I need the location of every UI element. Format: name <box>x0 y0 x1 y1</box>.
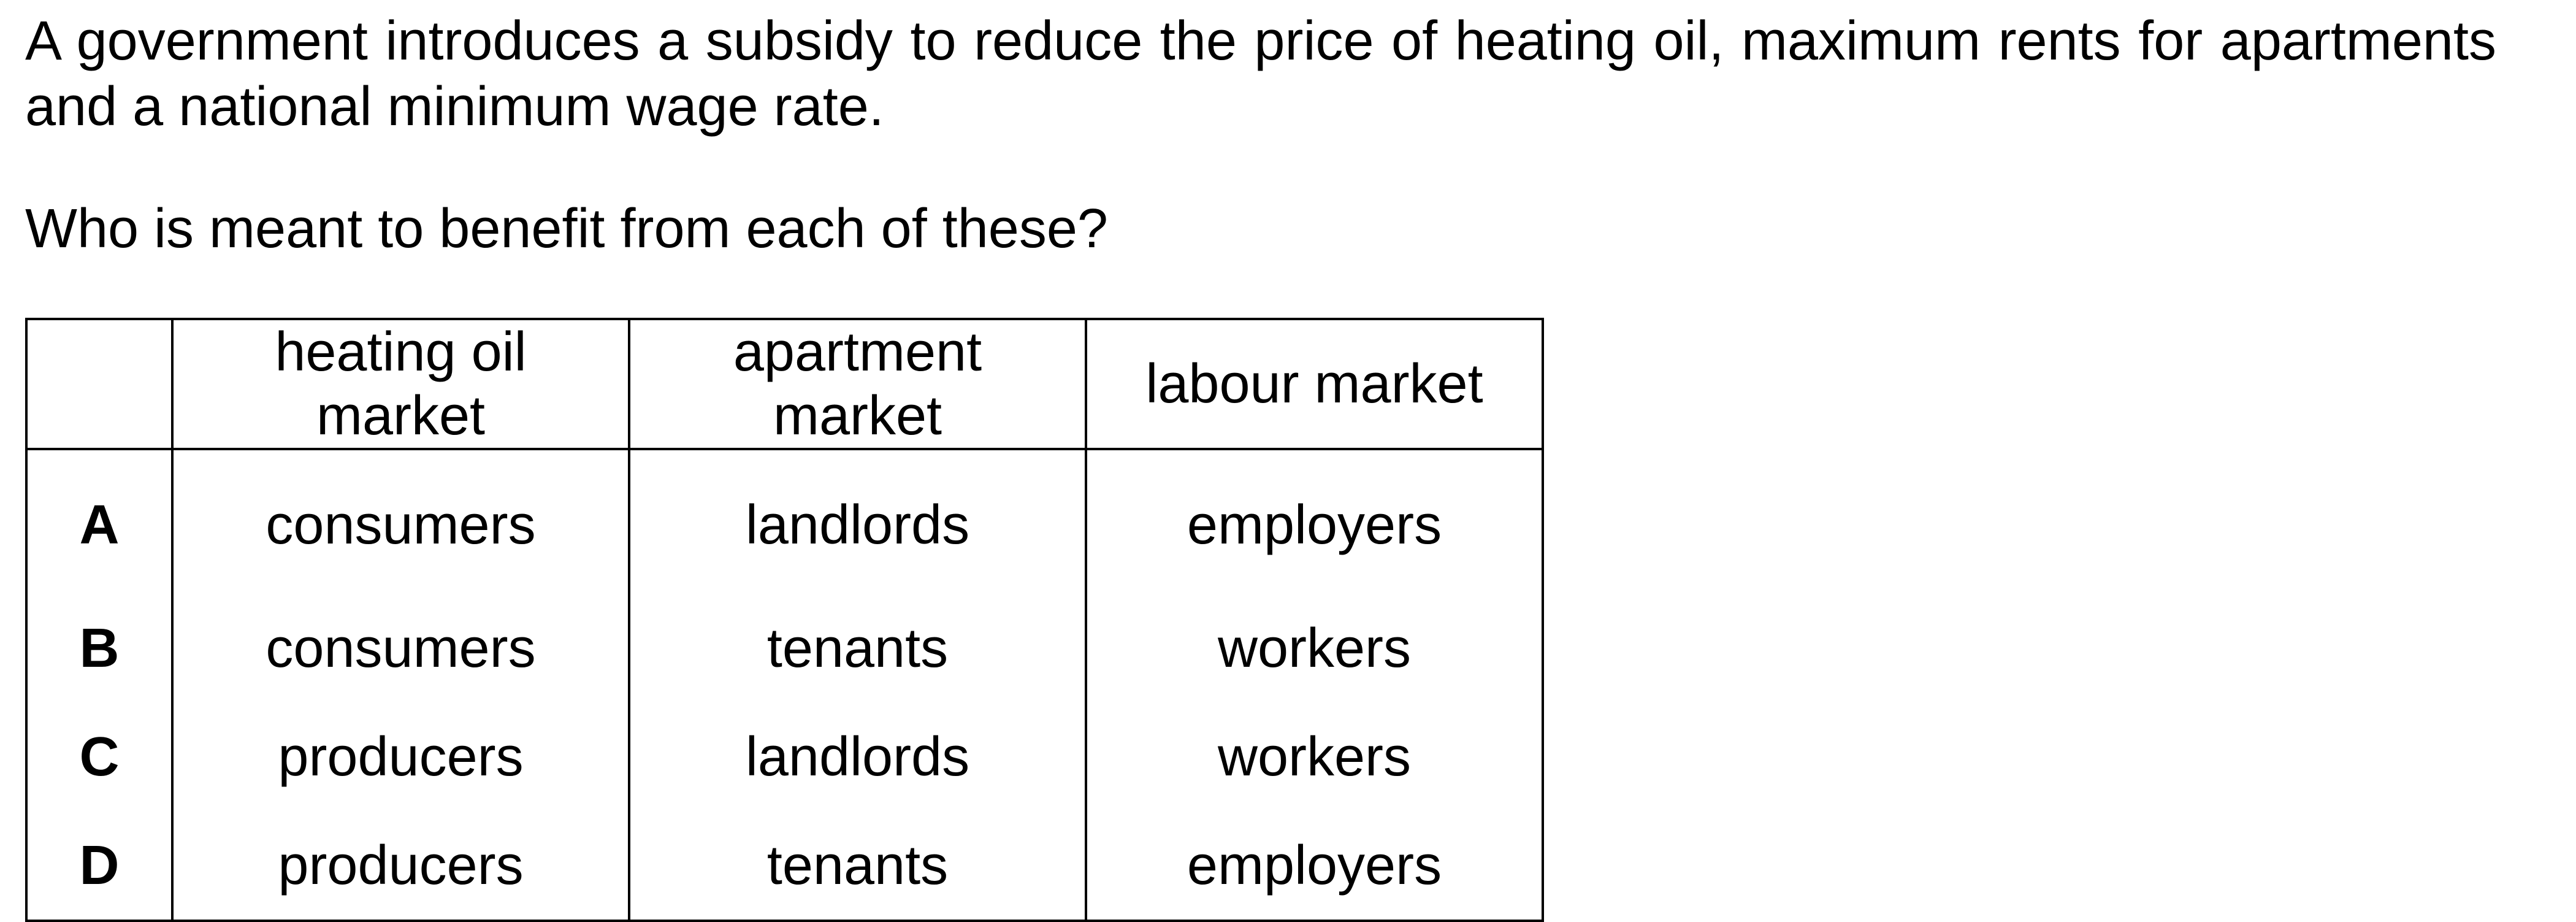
header-heating-oil-market: heating oil market <box>171 318 630 450</box>
table-row-option-d: D producers tenants employers <box>25 811 1544 922</box>
header-apartment-market: apartment market <box>628 318 1087 450</box>
option-letter: B <box>25 594 174 702</box>
option-letter: D <box>25 811 174 922</box>
labour-cell: employers <box>1085 811 1544 922</box>
labour-cell: workers <box>1085 594 1544 702</box>
heating-oil-cell: consumers <box>171 449 630 594</box>
labour-cell: workers <box>1085 702 1544 811</box>
heating-oil-cell: consumers <box>171 594 630 702</box>
apartment-cell: tenants <box>628 811 1087 922</box>
header-labour-market: labour market <box>1085 318 1544 450</box>
labour-cell: employers <box>1085 449 1544 594</box>
table-row-option-a: A consumers landlords employers <box>25 449 1544 594</box>
question-prompt: Who is meant to benefit from each of the… <box>25 198 1108 259</box>
question-stem: A government introduces a subsidy to red… <box>25 10 2496 137</box>
heating-oil-cell: producers <box>171 811 630 922</box>
option-letter: C <box>25 702 174 811</box>
table-row-option-c: C producers landlords workers <box>25 702 1544 811</box>
apartment-cell: landlords <box>628 702 1087 811</box>
table-header-row: heating oil market apartment market labo… <box>25 318 1544 450</box>
apartment-cell: tenants <box>628 594 1087 702</box>
table-row-option-b: B consumers tenants workers <box>25 594 1544 702</box>
header-blank-cell <box>25 318 174 450</box>
heating-oil-cell: producers <box>171 702 630 811</box>
apartment-cell: landlords <box>628 449 1087 594</box>
answer-options-table: heating oil market apartment market labo… <box>25 318 1544 922</box>
option-letter: A <box>25 449 174 594</box>
